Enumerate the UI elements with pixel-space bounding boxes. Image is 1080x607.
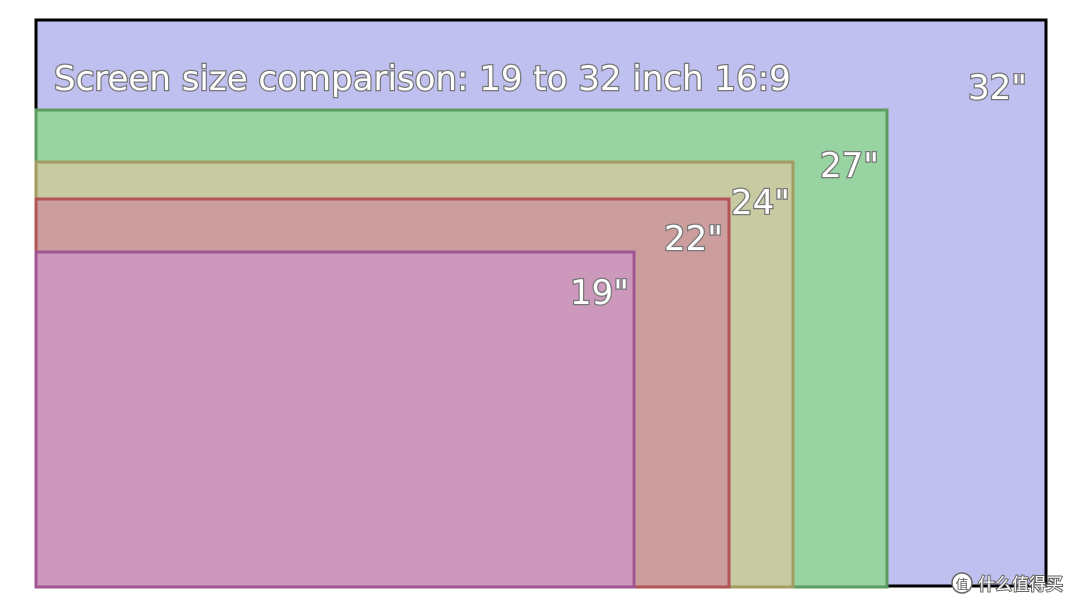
screen-label: 32" [968,68,1027,108]
screen-label: 19" [570,273,629,313]
screen-label: 24" [731,183,790,223]
title: Screen size comparison: 19 to 32 inch 16… [54,59,791,99]
screen-label: 22" [664,219,723,259]
screen-label: 27" [820,146,879,186]
screen-19 [34,250,636,589]
watermark-icon-bg [951,572,973,594]
watermark-text: 什么值得买 [978,575,1063,595]
watermark-icon: 值 [955,577,968,593]
